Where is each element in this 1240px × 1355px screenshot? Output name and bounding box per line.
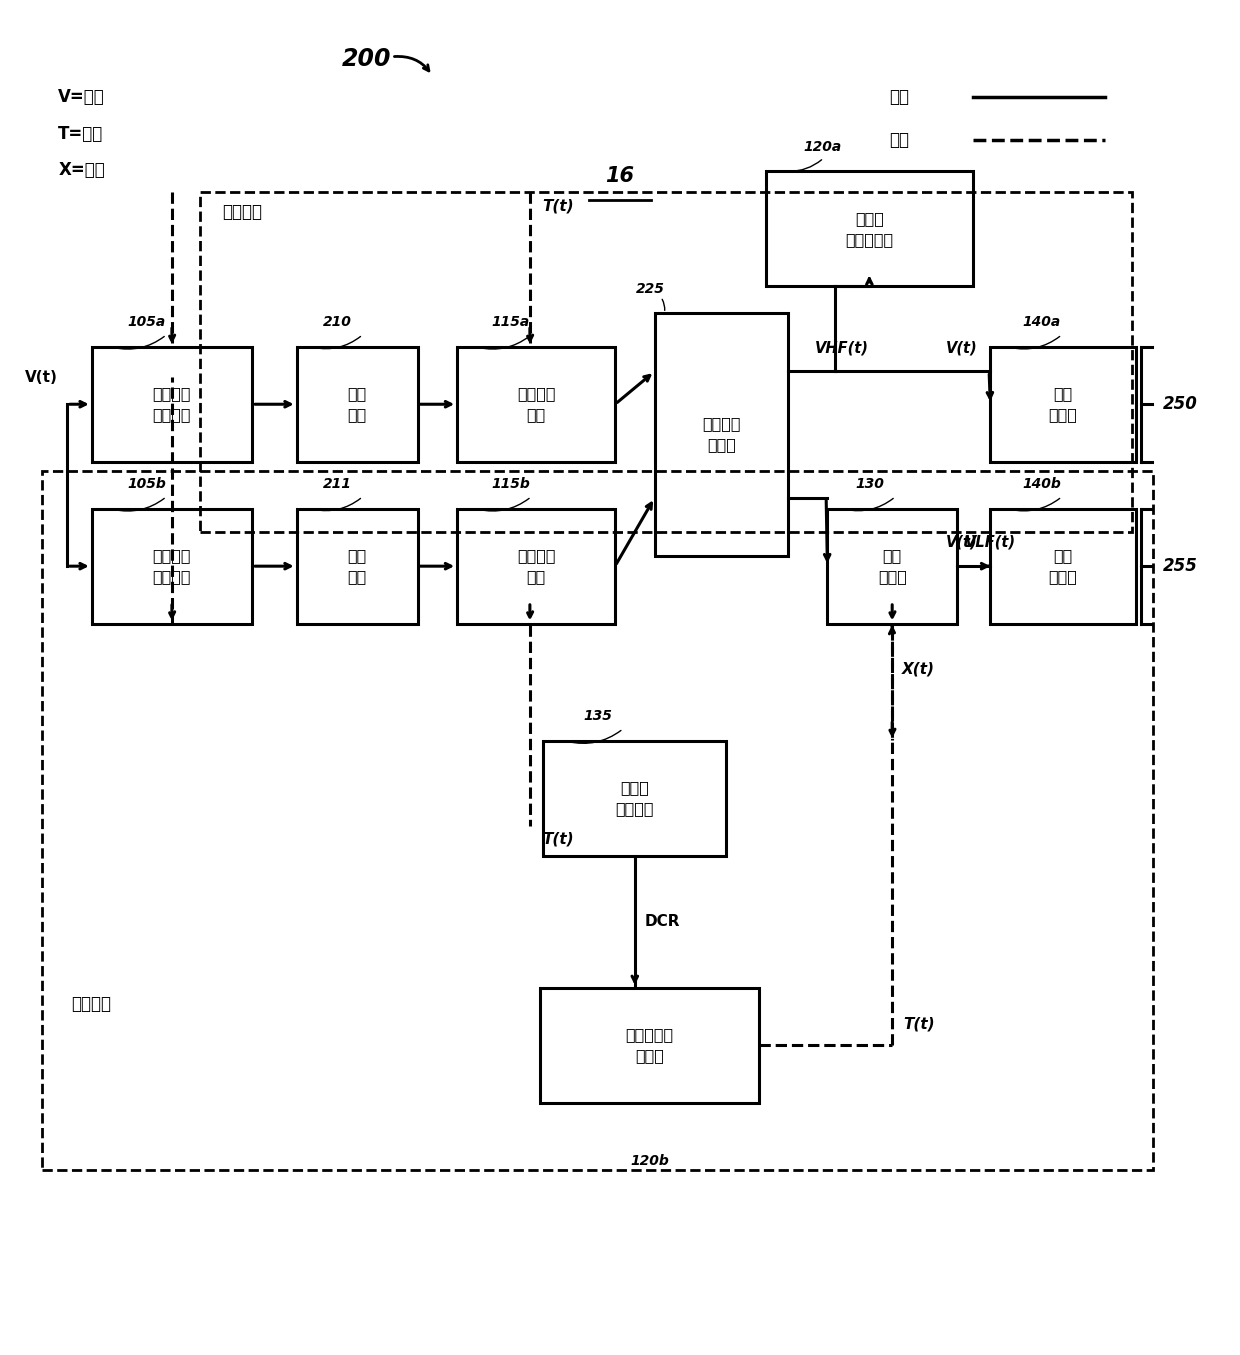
Text: 热模型
高频驱动器: 热模型 高频驱动器 [846,211,894,247]
Text: 热模型低频
驱动器: 热模型低频 驱动器 [625,1027,673,1064]
Text: 105b: 105b [126,477,166,492]
Bar [92,509,252,623]
Text: 210: 210 [324,316,352,329]
Text: V(t): V(t) [946,340,978,355]
Bar [296,509,418,623]
Bar [539,988,759,1103]
Text: 140b: 140b [1022,477,1061,492]
Text: 120a: 120a [804,140,841,154]
Bar [543,741,727,855]
Text: 140a: 140a [1022,316,1060,329]
Bar [655,313,787,556]
Text: 120b: 120b [630,1154,670,1168]
Text: 16: 16 [605,165,635,186]
Text: 低通
均衡: 低通 均衡 [347,549,367,584]
Bar [458,509,615,623]
Text: VHF(t): VHF(t) [815,340,869,355]
Text: 250: 250 [1163,396,1198,413]
Text: 115a: 115a [492,316,529,329]
Text: 255: 255 [1163,557,1198,575]
Text: 系统前瞻
延迟器: 系统前瞻 延迟器 [702,416,740,453]
Text: V(t): V(t) [946,535,978,550]
Bar [296,347,418,462]
Text: DCR: DCR [645,915,681,930]
Text: T(t): T(t) [542,831,574,846]
Text: 增益调整: 增益调整 [71,995,110,1014]
Text: T(t): T(t) [903,1016,935,1031]
Text: 105a: 105a [126,316,165,329]
Text: 低频增益
热限制器: 低频增益 热限制器 [153,549,191,584]
Text: 参数均衡
校正: 参数均衡 校正 [517,386,556,423]
Text: X=位移: X=位移 [58,161,105,179]
Text: V(t): V(t) [25,370,58,385]
Text: 高频增益
热限制器: 高频增益 热限制器 [153,386,191,423]
Text: 增益调整: 增益调整 [222,203,263,221]
Text: 135: 135 [584,710,613,724]
Bar [458,347,615,462]
Text: 非线性
偏移模型: 非线性 偏移模型 [615,780,653,816]
Text: 211: 211 [324,477,352,492]
Bar [991,509,1136,623]
Text: 参数均衡
校正: 参数均衡 校正 [517,549,556,584]
Bar [827,509,957,623]
Text: 130: 130 [856,477,885,492]
Text: 225: 225 [636,282,665,295]
Text: 低频
驱动器: 低频 驱动器 [1049,549,1078,584]
Text: 数据: 数据 [889,131,909,149]
Text: 高通
均衡: 高通 均衡 [347,386,367,423]
Text: T=温度: T=温度 [58,125,104,142]
Text: 115b: 115b [492,477,531,492]
Bar [92,347,252,462]
Bar [42,472,1153,1171]
Text: X(t): X(t) [901,661,935,676]
Bar [765,172,973,286]
Text: V=电压: V=电压 [58,88,105,106]
Bar [991,347,1136,462]
Text: T(t): T(t) [542,198,574,214]
Bar [201,191,1132,531]
Text: 视频: 视频 [889,88,909,106]
Text: VLF(t): VLF(t) [965,535,1016,550]
Text: 高频
驱动器: 高频 驱动器 [1049,386,1078,423]
Text: 偏移
限制器: 偏移 限制器 [878,549,906,584]
Text: 200: 200 [342,47,392,72]
